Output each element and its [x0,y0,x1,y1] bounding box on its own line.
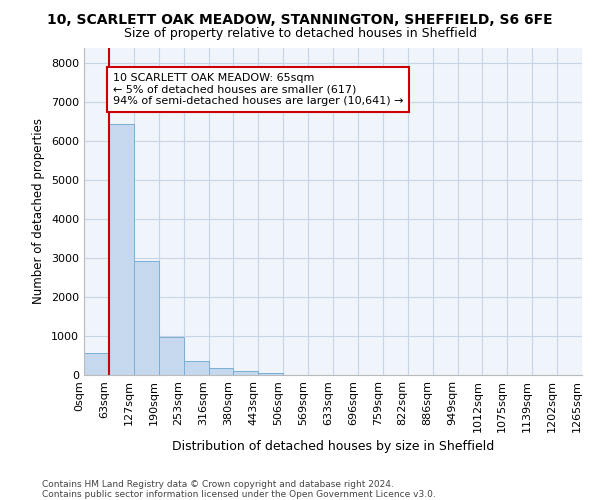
Bar [159,337,184,375]
Bar [84,353,109,375]
Text: Size of property relative to detached houses in Sheffield: Size of property relative to detached ho… [124,28,476,40]
Y-axis label: Number of detached properties: Number of detached properties [32,118,46,304]
Bar [134,261,159,375]
Text: 10 SCARLETT OAK MEADOW: 65sqm
← 5% of detached houses are smaller (617)
94% of s: 10 SCARLETT OAK MEADOW: 65sqm ← 5% of de… [113,73,403,106]
Text: Contains HM Land Registry data © Crown copyright and database right 2024.: Contains HM Land Registry data © Crown c… [42,480,394,489]
X-axis label: Distribution of detached houses by size in Sheffield: Distribution of detached houses by size … [172,440,494,453]
Bar [233,372,259,375]
Bar [209,368,233,375]
Text: Contains public sector information licensed under the Open Government Licence v3: Contains public sector information licen… [42,490,436,499]
Bar [109,124,134,375]
Bar [259,373,283,375]
Bar [184,360,209,375]
Text: 10, SCARLETT OAK MEADOW, STANNINGTON, SHEFFIELD, S6 6FE: 10, SCARLETT OAK MEADOW, STANNINGTON, SH… [47,12,553,26]
